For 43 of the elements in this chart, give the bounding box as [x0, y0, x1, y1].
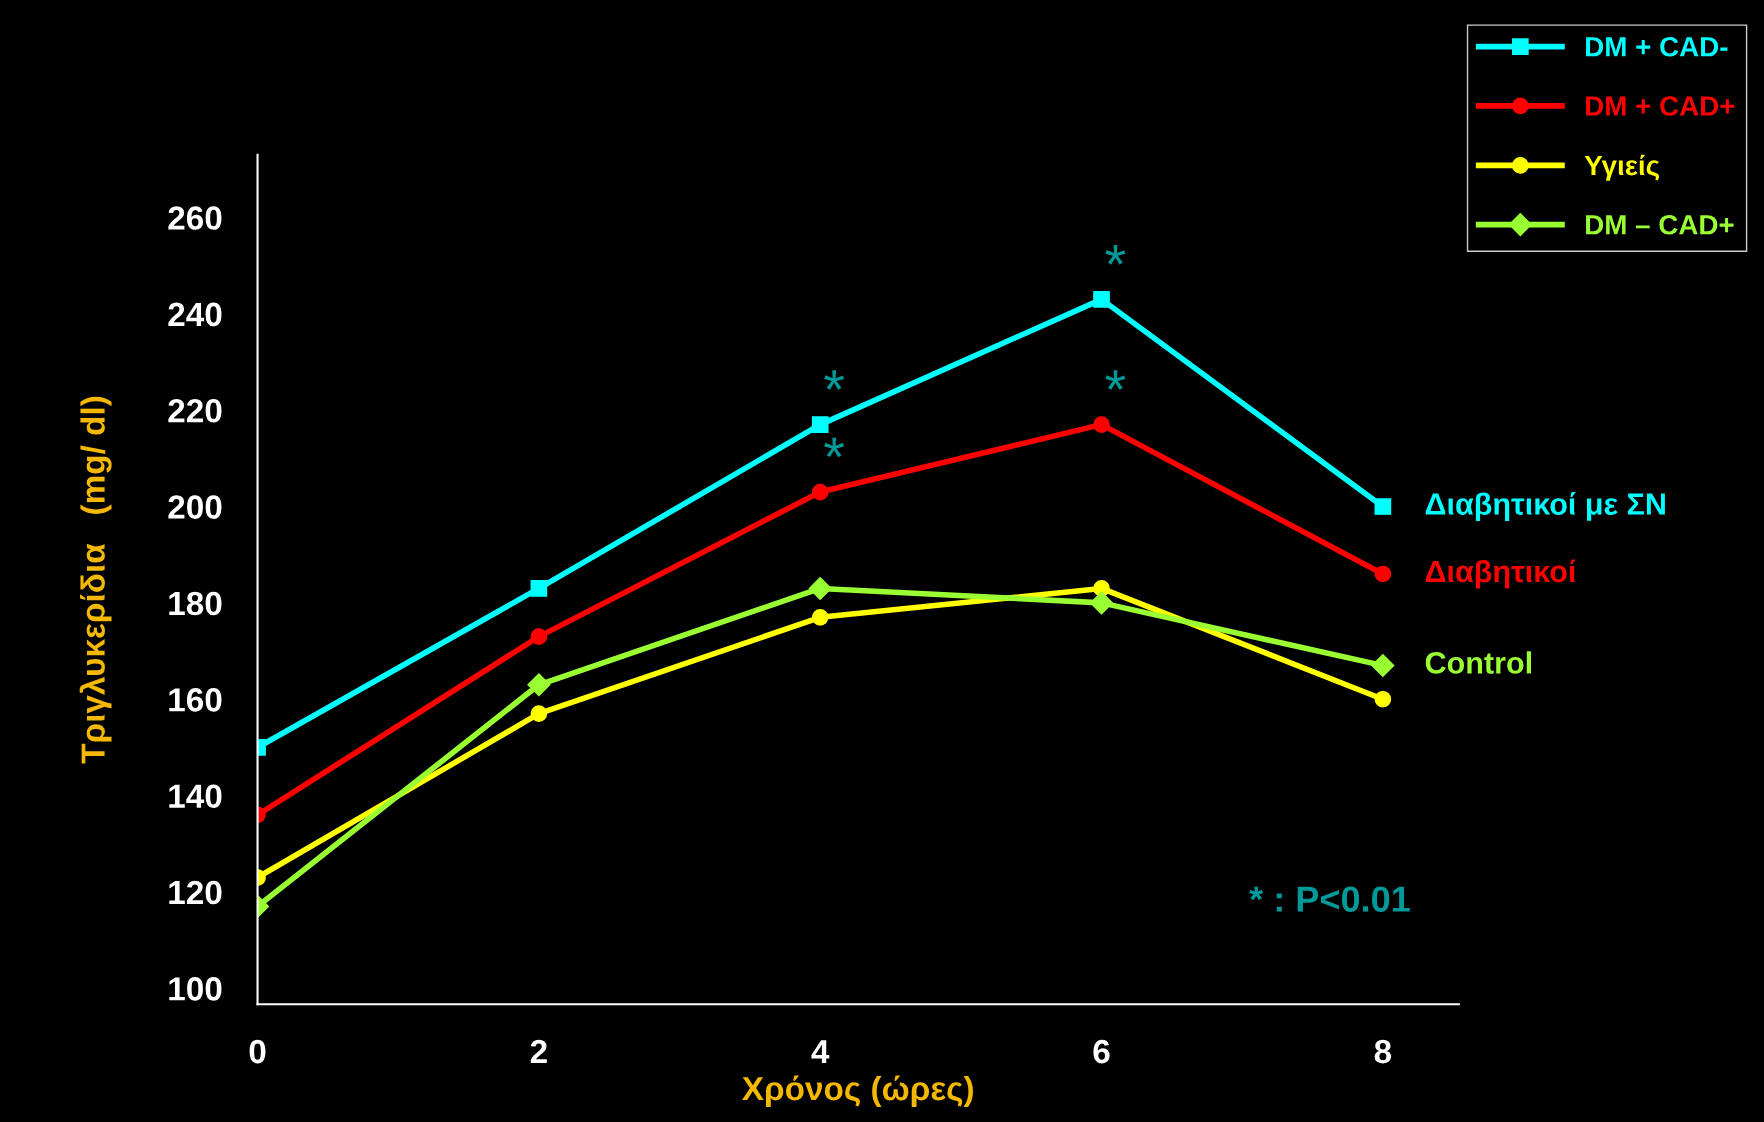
- y-tick-label: 200: [168, 495, 222, 519]
- point: [527, 673, 551, 697]
- y-tick-label: 240: [168, 302, 222, 327]
- annotation: *: [1105, 244, 1126, 265]
- point: [811, 608, 829, 626]
- point: [1374, 690, 1392, 708]
- y-tick-label: 220: [168, 398, 222, 423]
- annotation: * : P<0.01: [1249, 886, 1410, 912]
- point: [1093, 291, 1110, 308]
- x-tick-label: 6: [1093, 1039, 1110, 1064]
- point: [808, 576, 832, 600]
- y-tick-label: 100: [169, 977, 222, 1001]
- point: [811, 483, 829, 501]
- y-tick-label: 140: [169, 784, 222, 808]
- legend-label: DM + CAD+: [1586, 96, 1735, 116]
- annotation: Διαβητικοί: [1425, 559, 1576, 589]
- annotation: *: [824, 370, 845, 390]
- point: [1093, 416, 1110, 433]
- y-axis-title: Τριγλυκερίδια (mg/ dl): [79, 396, 112, 764]
- legend-label: DM + CAD-: [1586, 36, 1728, 57]
- point: [1090, 591, 1114, 615]
- legend-label: Υγιείς: [1584, 154, 1659, 181]
- y-tick-label: 180: [169, 591, 222, 616]
- x-tick-label: 0: [249, 1039, 266, 1064]
- point: [1374, 565, 1392, 583]
- point: [1371, 654, 1395, 678]
- annotation: *: [1105, 370, 1126, 390]
- annotation: Control: [1425, 651, 1531, 674]
- point: [530, 705, 548, 723]
- point: [1374, 498, 1392, 515]
- x-tick-label: 8: [1374, 1039, 1392, 1064]
- y-tick-label: 260: [168, 206, 222, 230]
- point: [530, 580, 548, 597]
- annotation: Διαβητικοί με ΣΝ: [1425, 492, 1665, 521]
- annotation: *: [824, 437, 845, 458]
- x-tick-label: 2: [530, 1039, 547, 1064]
- legend-label: DM – CAD+: [1586, 214, 1734, 235]
- y-tick-label: 160: [169, 688, 222, 712]
- point: [530, 628, 548, 645]
- point: [811, 416, 829, 433]
- y-tick-label: 120: [169, 880, 222, 905]
- x-tick-label: 4: [811, 1040, 830, 1064]
- x-axis-title: Χρόνος (ώρες): [742, 1075, 973, 1107]
